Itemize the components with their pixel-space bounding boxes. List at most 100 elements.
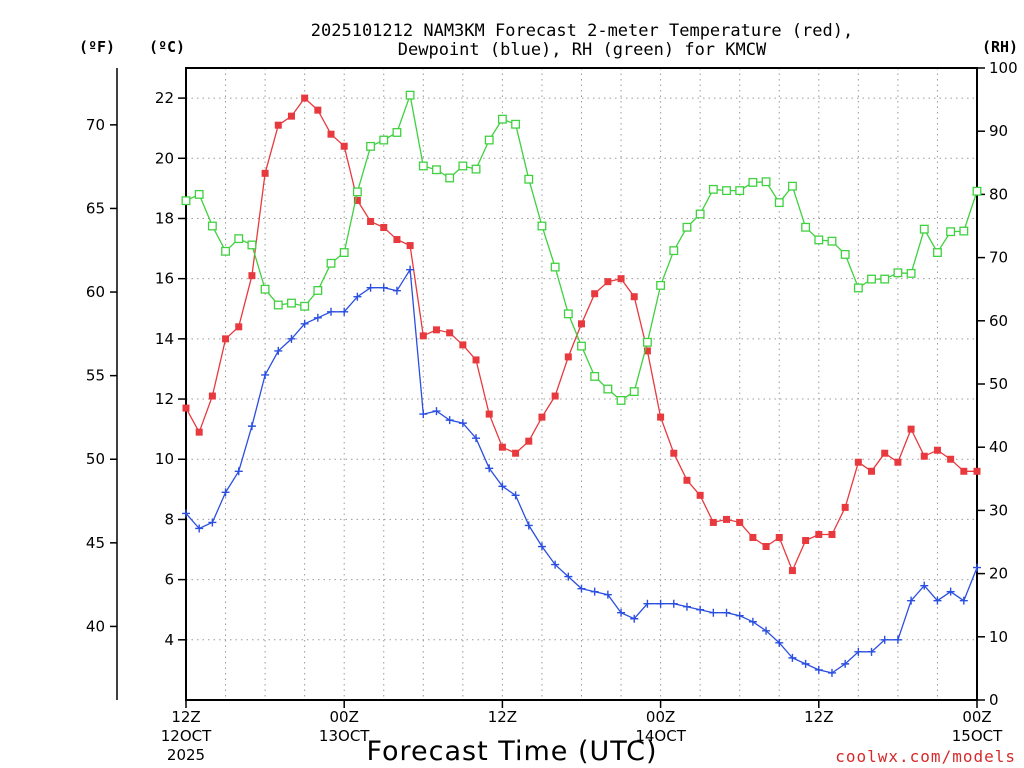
- temperature-point: [802, 536, 810, 544]
- temperature-point: [617, 275, 625, 283]
- x-axis-label: Forecast Time (UTC): [366, 736, 657, 767]
- rh-point: [603, 384, 613, 394]
- temperature-point: [657, 413, 665, 421]
- dewpoint-point: [379, 283, 388, 292]
- temperature-point: [933, 446, 941, 454]
- dewpoint-point: [735, 611, 744, 620]
- rh-point: [300, 301, 310, 311]
- rh-tick-label: 40: [989, 438, 1008, 456]
- rh-point: [313, 286, 323, 295]
- temperature-point: [762, 543, 770, 551]
- dewpoint-point: [551, 560, 560, 569]
- rh-tick-label: 60: [989, 312, 1008, 330]
- x-tick-time-label: 00Z: [330, 708, 359, 726]
- dewpoint-point: [208, 518, 217, 527]
- dewpoint-point: [722, 608, 731, 617]
- dewpoint-point: [327, 307, 336, 316]
- rh-point: [471, 164, 481, 174]
- temperature-point: [406, 242, 414, 250]
- x-tick-time-label: 00Z: [646, 708, 675, 726]
- rh-point: [748, 177, 758, 187]
- dewpoint-point: [353, 292, 362, 301]
- dewpoint-point: [709, 608, 718, 617]
- rh-point: [867, 274, 876, 284]
- dewpoint-point: [907, 596, 916, 605]
- temperature-point: [736, 518, 744, 526]
- rh-point: [642, 337, 652, 347]
- rh-point: [761, 177, 771, 187]
- x-tick-date-label: 12OCT: [161, 727, 212, 745]
- rh-point: [933, 248, 942, 257]
- rh-point: [234, 234, 244, 244]
- fahrenheit-tick-label: 40: [86, 617, 105, 635]
- x-tick-time-label: 12Z: [804, 708, 833, 726]
- dewpoint-point: [419, 410, 428, 419]
- rh-point: [880, 274, 890, 284]
- celsius-tick-label: 22: [155, 89, 174, 107]
- rh-point: [247, 240, 257, 250]
- celsius-tick-label: 8: [164, 510, 174, 528]
- temperature-point: [723, 515, 731, 523]
- dewpoint-point: [748, 617, 757, 626]
- dewpoint-point: [762, 626, 771, 635]
- rh-point: [273, 300, 283, 310]
- dewpoint-point: [498, 482, 507, 491]
- temperature-point: [881, 449, 889, 457]
- dewpoint-point: [445, 416, 454, 425]
- dewpoint-point: [696, 605, 705, 614]
- temperature-point: [947, 455, 955, 463]
- fahrenheit-tick-label: 70: [86, 116, 105, 134]
- temperature-point: [828, 530, 836, 538]
- fahrenheit-unit-label: (ºF): [79, 38, 115, 56]
- temperature-point: [261, 169, 269, 177]
- series-line: [185, 97, 977, 573]
- celsius-tick-label: 10: [155, 450, 174, 468]
- dewpoint-point: [880, 635, 889, 644]
- temperature-point: [432, 326, 440, 334]
- rh-point: [484, 135, 494, 145]
- rh-point: [735, 186, 745, 196]
- temperature-point: [775, 533, 783, 541]
- rh-point: [801, 222, 811, 232]
- axes: 4 6 8 10 12 14 16 18 20 22 40 45 50 55 60 65 70 0 10 20 30 40…: [86, 59, 1018, 764]
- dewpoint-point: [617, 608, 626, 617]
- temperature-point: [749, 533, 757, 541]
- temperature-point: [380, 224, 388, 232]
- dewpoint-point: [472, 434, 481, 443]
- celsius-tick-label: 14: [155, 330, 174, 348]
- grid-lines: [186, 68, 977, 700]
- dewpoint-point: [775, 638, 784, 647]
- rh-point: [853, 283, 863, 293]
- dewpoint-point: [511, 491, 520, 500]
- dewpoint-point: [340, 307, 349, 316]
- dewpoint-point: [893, 635, 902, 644]
- rh-point: [708, 184, 718, 194]
- dewpoint-point: [406, 265, 415, 274]
- temperature-point: [222, 335, 230, 343]
- rh-point: [352, 187, 362, 197]
- rh-point: [906, 268, 916, 278]
- temperature-point: [696, 491, 704, 499]
- dewpoint-point: [946, 587, 955, 596]
- dewpoint-point: [973, 563, 981, 572]
- celsius-tick-label: 6: [164, 571, 174, 589]
- temperature-point: [683, 476, 691, 484]
- rh-point: [722, 186, 731, 196]
- temperature-point: [314, 106, 322, 114]
- temperature-point: [327, 130, 335, 138]
- series-2-meter-temperature: [182, 94, 981, 575]
- temperature-point: [459, 341, 467, 349]
- temperature-point: [591, 290, 599, 298]
- fahrenheit-tick-label: 50: [86, 450, 105, 468]
- rh-point: [339, 248, 349, 257]
- rh-point: [629, 387, 639, 397]
- dewpoint-point: [234, 467, 243, 476]
- fahrenheit-tick-label: 60: [86, 283, 105, 301]
- dewpoint-point: [959, 596, 968, 605]
- temperature-point: [301, 94, 309, 102]
- rh-point: [181, 196, 191, 206]
- temperature-point: [274, 121, 282, 129]
- rh-point: [260, 284, 270, 294]
- temperature-point: [195, 428, 203, 436]
- temperature-point: [235, 323, 243, 331]
